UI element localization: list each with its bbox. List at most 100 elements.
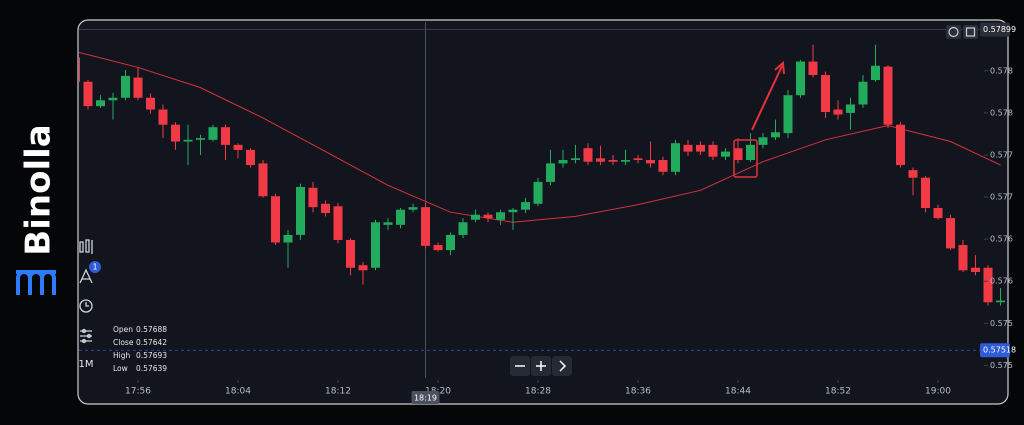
toolbar: [79, 239, 93, 344]
candle-body: [996, 300, 1005, 303]
candle-body: [621, 160, 630, 162]
crosshair-time-box: [411, 391, 440, 404]
candle-body: [933, 207, 943, 219]
crosshair-time: 18:19: [414, 394, 437, 403]
candle-body: [121, 75, 130, 98]
x-tick-label: 18:04: [225, 387, 251, 397]
x-tick-label: 19:00: [925, 387, 951, 397]
y-tick-label: 0.575: [990, 361, 1013, 370]
candle-body: [433, 245, 443, 251]
current-price-box: [980, 343, 1010, 358]
x-tick-label: 18:44: [725, 387, 751, 397]
candle-body: [708, 144, 718, 157]
candle-body: [358, 265, 368, 271]
candle-body: [983, 267, 993, 303]
brand-logo-icon: [16, 270, 56, 295]
screenshot-button[interactable]: [963, 25, 978, 39]
current-price: 0.57518: [983, 346, 1016, 355]
y-tick-label: 0.578: [990, 108, 1013, 117]
candle-body: [296, 186, 305, 235]
candle-body: [446, 234, 455, 251]
y-tick-label: 0.577: [990, 150, 1013, 159]
candle-body: [858, 81, 868, 105]
candle-body: [783, 95, 793, 134]
candle-body: [508, 209, 518, 213]
moving-average: [79, 51, 1001, 223]
trend-arrow: [751, 60, 785, 131]
candle-body: [471, 214, 480, 220]
scroll-right-button[interactable]: [552, 356, 572, 376]
crosshair-price-box: [980, 22, 1010, 37]
x-tick-label: 18:52: [825, 387, 851, 397]
settings-button[interactable]: [80, 328, 92, 344]
candle-body: [458, 222, 468, 235]
ohlc-label: Low: [113, 364, 128, 373]
candle-body: [171, 124, 180, 142]
candle-body: [571, 158, 580, 161]
candle-body: [871, 65, 880, 81]
candle-body: [496, 212, 505, 220]
scroll-right-icon: [559, 360, 567, 372]
candle-body: [233, 144, 243, 150]
candle-body: [671, 143, 680, 172]
zoom-controls: [510, 356, 572, 376]
drawing-tools-button[interactable]: [79, 268, 93, 284]
candle-body: [908, 170, 918, 178]
candle-body: [796, 61, 805, 96]
candle-body: [271, 196, 280, 243]
candle-body: [333, 206, 343, 240]
candle-body: [108, 97, 118, 101]
ohlc-label: Open: [113, 325, 133, 334]
candle-body: [833, 109, 843, 115]
ohlc-value: 0.57639: [136, 364, 167, 373]
clock-button[interactable]: [946, 25, 961, 39]
candle-body: [183, 139, 193, 142]
alerts-button[interactable]: [79, 299, 93, 313]
ohlc-label: High: [113, 351, 130, 360]
candle-body: [521, 202, 530, 210]
zoom-in-icon: [536, 361, 546, 371]
ohlc-label: Close: [113, 338, 134, 347]
candle-body: [546, 163, 555, 182]
candle-body: [158, 109, 168, 125]
candle-body: [346, 239, 355, 268]
top-icons: [946, 25, 978, 39]
candle-body: [746, 144, 755, 161]
candle-body: [883, 66, 893, 125]
candle-body: [958, 245, 968, 271]
badge: [89, 261, 101, 273]
candle-body: [896, 124, 905, 166]
candle-body: [321, 203, 330, 214]
chart-panel: [77, 19, 1009, 405]
candle-body: [658, 160, 668, 172]
candle-body: [608, 160, 618, 162]
candle-body: [221, 127, 230, 145]
candle-body: [79, 57, 80, 82]
candle-body: [146, 97, 155, 110]
candle-body: [721, 151, 730, 157]
candle-body: [758, 137, 768, 145]
timeframe-button[interactable]: 1M: [79, 359, 94, 370]
highlight-box: [733, 139, 758, 178]
x-tick-label: 18:28: [525, 387, 551, 397]
candle-body: [208, 127, 218, 140]
candle-body: [846, 104, 855, 113]
y-tick-label: 0.577: [990, 193, 1013, 202]
candle-body: [83, 81, 93, 107]
candle-body: [483, 214, 493, 219]
candle-body: [371, 222, 380, 268]
candle-body: [396, 209, 405, 225]
ohlc-value: 0.57693: [136, 351, 167, 360]
candle-body: [733, 148, 743, 161]
y-tick-label: 0.576: [990, 277, 1013, 286]
candle-body: [533, 181, 543, 204]
candle-body: [946, 218, 955, 249]
candle-body: [683, 144, 693, 152]
candle-body: [633, 158, 643, 161]
candle-body: [308, 187, 318, 208]
chart-type-button[interactable]: [79, 239, 93, 254]
candle-body: [583, 148, 593, 162]
x-tick-label: 17:56: [125, 387, 151, 397]
brand-logo-text: Binolla: [19, 124, 59, 255]
